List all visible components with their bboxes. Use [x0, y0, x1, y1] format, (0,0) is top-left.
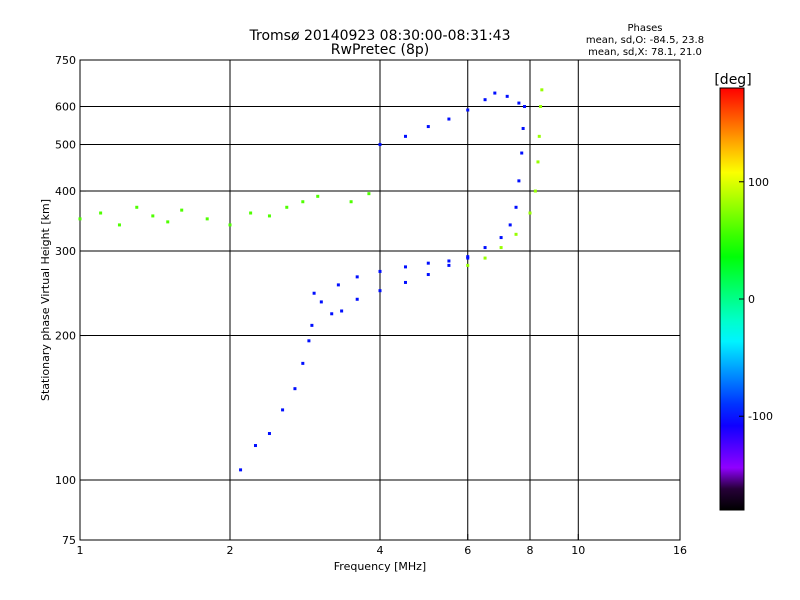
- data-point: [499, 236, 503, 240]
- data-point: [340, 309, 344, 313]
- data-point: [514, 205, 518, 209]
- data-point: [426, 273, 430, 277]
- colorbar-ticks: 100 0 -100: [739, 176, 773, 423]
- chart-title: Tromsø 20140923 08:30:00-08:31:43: [249, 28, 511, 44]
- data-point: [135, 205, 139, 209]
- data-point: [528, 211, 532, 215]
- data-point: [355, 275, 359, 279]
- data-point: [514, 232, 518, 236]
- data-point: [483, 246, 487, 250]
- data-point: [536, 160, 540, 164]
- x-tick-label: 6: [464, 544, 471, 557]
- x-tick-label: 10: [571, 544, 585, 557]
- data-point: [499, 246, 503, 250]
- data-point: [466, 263, 470, 267]
- stats-heading: Phases: [627, 23, 662, 34]
- data-point: [447, 117, 451, 121]
- x-tick-label: 4: [377, 544, 384, 557]
- data-point: [330, 312, 334, 316]
- data-point: [301, 361, 305, 365]
- data-point: [239, 468, 243, 472]
- stats-line-x: mean, sd,X: 78.1, 21.0: [588, 47, 702, 58]
- data-point: [293, 387, 297, 391]
- x-tick-label: 1: [77, 544, 84, 557]
- data-point: [316, 194, 320, 198]
- data-point: [367, 192, 371, 196]
- data-point: [285, 205, 289, 209]
- data-point: [466, 256, 470, 260]
- colorbar-label: [deg]: [714, 72, 751, 88]
- y-tick-label: 750: [55, 54, 76, 67]
- data-point: [403, 265, 407, 269]
- y-axis-label: Stationary phase Virtual Height [km]: [39, 199, 52, 401]
- data-point: [205, 217, 209, 221]
- chart-subtitle: RwPretec (8p): [331, 42, 429, 58]
- data-point: [166, 220, 170, 224]
- x-tick-label: 16: [673, 544, 687, 557]
- y-axis-ticks: 75 100 200 300 400 500 600 750: [55, 54, 86, 547]
- x-tick-label: 8: [527, 544, 534, 557]
- data-point: [483, 98, 487, 102]
- data-point: [505, 94, 509, 98]
- colorbar-tick-label: 0: [748, 293, 755, 306]
- y-tick-label: 600: [55, 101, 76, 114]
- data-point: [355, 297, 359, 301]
- colorbar-tick-label: 100: [748, 176, 769, 189]
- data-point: [508, 223, 512, 227]
- data-point: [447, 259, 451, 263]
- y-tick-label: 75: [62, 534, 76, 547]
- y-tick-label: 400: [55, 185, 76, 198]
- data-point: [426, 261, 430, 265]
- x-axis-label: Frequency [MHz]: [334, 560, 426, 573]
- data-point: [378, 143, 382, 147]
- data-point: [403, 134, 407, 138]
- y-tick-label: 200: [55, 330, 76, 343]
- data-point: [537, 134, 541, 138]
- data-point: [403, 280, 407, 284]
- data-point: [281, 408, 285, 412]
- data-point: [249, 211, 253, 215]
- data-points: [78, 88, 544, 472]
- data-point: [378, 289, 382, 293]
- data-point: [301, 200, 305, 204]
- data-point: [267, 214, 271, 218]
- data-point: [99, 211, 103, 215]
- data-point: [426, 125, 430, 129]
- data-point: [336, 283, 340, 287]
- data-point: [540, 88, 544, 92]
- data-point: [349, 200, 353, 204]
- x-tick-label: 2: [227, 544, 234, 557]
- data-point: [466, 108, 470, 112]
- data-point: [447, 263, 451, 267]
- data-point: [539, 105, 543, 109]
- data-point: [312, 291, 316, 295]
- data-point: [521, 126, 525, 130]
- data-point: [517, 101, 521, 105]
- data-point: [253, 444, 257, 448]
- data-point: [520, 151, 524, 155]
- data-point: [493, 91, 497, 95]
- data-point: [78, 217, 82, 221]
- data-point: [267, 432, 271, 436]
- y-tick-label: 100: [55, 474, 76, 487]
- data-point: [378, 269, 382, 273]
- data-point: [523, 105, 527, 109]
- data-point: [483, 256, 487, 260]
- data-point: [533, 189, 537, 193]
- data-point: [228, 223, 232, 227]
- colorbar-tick-label: -100: [748, 410, 773, 423]
- data-point: [319, 300, 323, 304]
- data-point: [117, 223, 121, 227]
- y-tick-label: 300: [55, 245, 76, 258]
- data-point: [310, 323, 314, 327]
- data-point: [307, 339, 311, 343]
- data-point: [517, 179, 521, 183]
- data-point: [151, 214, 155, 218]
- x-axis-ticks: 1 2 4 6 8 10 16: [77, 534, 687, 557]
- y-tick-label: 500: [55, 139, 76, 152]
- data-point: [180, 208, 184, 212]
- stats-line-o: mean, sd,O: -84.5, 23.8: [586, 35, 704, 46]
